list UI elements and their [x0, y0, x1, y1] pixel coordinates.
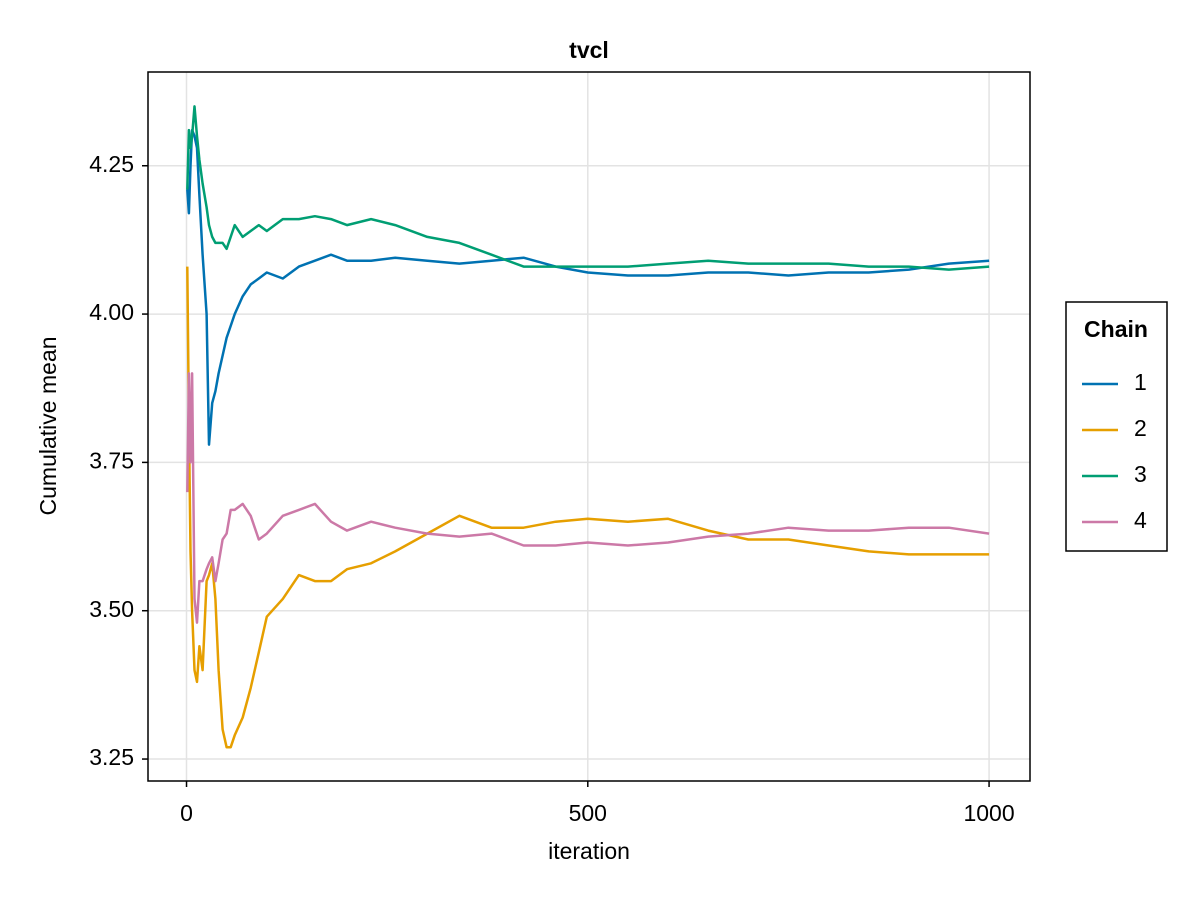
- legend-label: 4: [1134, 507, 1147, 533]
- y-tick-label: 3.25: [89, 744, 134, 770]
- legend-label: 1: [1134, 369, 1147, 395]
- line-series: [186, 372, 990, 624]
- x-tick-label: 500: [569, 800, 607, 826]
- chart-title: tvcl: [569, 37, 609, 63]
- y-tick-label: 4.25: [89, 151, 134, 177]
- y-tick-label: 3.50: [89, 596, 134, 622]
- line-series: [186, 266, 990, 749]
- legend-box: [1065, 301, 1168, 552]
- legend-label: 2: [1134, 415, 1147, 441]
- x-tick-label: 0: [180, 800, 193, 826]
- y-tick-label: 3.75: [89, 447, 134, 473]
- x-tick-label: 1000: [963, 800, 1014, 826]
- legend-label: 3: [1134, 461, 1147, 487]
- y-axis-label: Cumulative mean: [35, 337, 61, 516]
- x-axis-label: iteration: [548, 838, 630, 864]
- y-tick-label: 4.00: [89, 299, 134, 325]
- line-series: [186, 128, 990, 446]
- legend-title: Chain: [1084, 316, 1148, 342]
- line-series: [186, 105, 990, 271]
- plot-frame: [147, 71, 1031, 782]
